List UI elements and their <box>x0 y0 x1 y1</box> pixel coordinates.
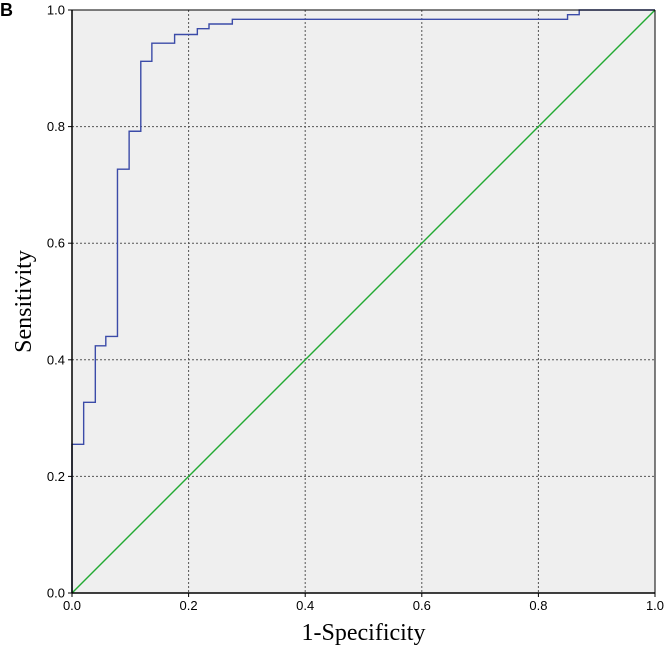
y-axis-title: Sensitivity <box>11 250 37 353</box>
panel-label: B <box>0 0 13 20</box>
x-axis-title: 1-Specificity <box>302 620 426 646</box>
y-tick-label: 0.2 <box>47 469 65 484</box>
y-tick-labels: 0.0 0.2 0.4 0.6 0.8 1.0 <box>47 3 65 601</box>
reference-diagonal-line <box>71 9 656 594</box>
x-tick-labels: 0.0 0.2 0.4 0.6 0.8 1.0 <box>63 598 664 613</box>
x-tick-label: 0.4 <box>296 598 314 613</box>
y-tick-label: 0.0 <box>47 586 65 601</box>
x-tick-label: 1.0 <box>646 598 664 613</box>
x-tick-label: 0.8 <box>529 598 547 613</box>
gridlines <box>72 10 655 593</box>
series-layer <box>71 9 656 594</box>
x-tick-label: 0.2 <box>180 598 198 613</box>
x-tick-label: 0.6 <box>413 598 431 613</box>
y-tick-label: 0.8 <box>47 119 65 134</box>
roc-curve-line <box>71 9 655 593</box>
y-tick-label: 0.4 <box>47 352 65 367</box>
y-tick-label: 0.6 <box>47 236 65 251</box>
x-tick-label: 0.0 <box>63 598 81 613</box>
axes <box>68 9 656 597</box>
y-tick-label: 1.0 <box>47 3 65 18</box>
